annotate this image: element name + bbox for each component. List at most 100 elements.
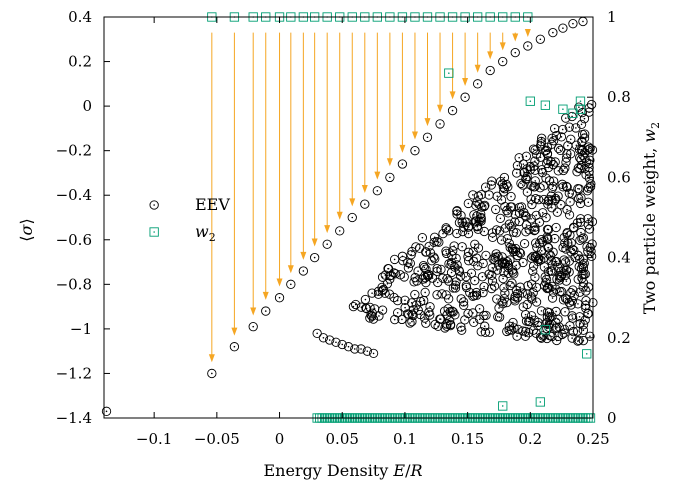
eev-point xyxy=(578,325,589,335)
eev-point-dot xyxy=(535,246,538,249)
eev-point-dot xyxy=(456,232,458,235)
eev-point xyxy=(577,234,587,244)
eev-point xyxy=(582,186,593,196)
eev-point-dot xyxy=(551,137,553,140)
eev-point-dot xyxy=(436,294,438,296)
eev-point xyxy=(348,301,359,312)
eev-point xyxy=(377,272,388,282)
eev-point xyxy=(530,176,540,186)
eev-point-dot xyxy=(419,300,422,303)
eev-point-dot xyxy=(491,280,494,282)
eev-point-dot xyxy=(451,109,454,112)
legend-label-eev: EEV xyxy=(195,195,230,214)
eev-point xyxy=(435,314,445,324)
eev-point xyxy=(484,269,494,279)
eev-point xyxy=(551,306,561,317)
x-tick-label: −0.05 xyxy=(194,430,240,448)
eev-point xyxy=(500,202,510,212)
eev-point xyxy=(261,306,271,316)
eev-point xyxy=(390,269,401,279)
eev-point-dot xyxy=(578,339,580,342)
eev-point-dot xyxy=(364,203,366,205)
eev-point-dot xyxy=(534,256,536,258)
eev-point-dot xyxy=(551,270,553,273)
arrow-head xyxy=(250,307,257,316)
eev-point-dot xyxy=(526,168,528,170)
eev-point xyxy=(546,266,556,276)
eev-point xyxy=(568,285,578,295)
eev-point xyxy=(367,311,377,322)
eev-point-dot xyxy=(587,187,590,189)
eev-point-dot xyxy=(565,185,568,188)
eev-point-dot xyxy=(582,273,585,276)
eev-point xyxy=(511,260,521,270)
eev-point-dot xyxy=(500,239,503,241)
eev-point xyxy=(403,257,413,268)
w2-point xyxy=(149,227,159,237)
eev-point-dot xyxy=(565,280,568,282)
eev-point-dot xyxy=(105,410,108,413)
eev-point xyxy=(149,200,159,210)
eev-point-dot xyxy=(559,276,561,279)
y2-axis-label: Two particle weight, w2 xyxy=(640,122,662,314)
eev-point xyxy=(502,326,512,337)
eev-point-dot xyxy=(372,352,375,355)
y2-tick-label: 0.6 xyxy=(607,168,631,186)
eev-point-dot xyxy=(499,217,502,220)
eev-point xyxy=(487,232,498,243)
eev-point xyxy=(410,289,420,300)
eev-point-dot xyxy=(461,245,463,248)
eev-point xyxy=(463,251,473,262)
eev-point xyxy=(477,272,488,282)
legend: EEV w2 xyxy=(149,195,230,244)
eev-point xyxy=(452,260,462,270)
eev-point xyxy=(548,247,558,257)
eev-point-dot xyxy=(541,335,544,337)
eev-point-dot xyxy=(576,222,579,224)
eev-point xyxy=(515,248,526,259)
eev-point-dot xyxy=(579,202,582,205)
eev-point xyxy=(397,251,408,261)
eev-point-dot xyxy=(540,168,543,171)
eev-point xyxy=(495,176,506,187)
eev-point-dot xyxy=(478,307,481,310)
eev-point-dot xyxy=(496,269,499,271)
eev-point-dot xyxy=(585,174,587,176)
eev-point-dot xyxy=(587,286,590,288)
eev-point xyxy=(309,252,320,263)
eev-point-dot xyxy=(497,255,499,258)
eev-point xyxy=(229,342,240,352)
eev-point-dot xyxy=(520,182,522,185)
eev-point-dot xyxy=(353,348,356,350)
eev-point-dot xyxy=(560,290,563,293)
eev-point xyxy=(452,228,462,239)
eev-point-dot xyxy=(472,260,475,263)
eev-point-dot xyxy=(501,60,504,63)
eev-point-dot xyxy=(543,266,546,268)
eev-point-dot xyxy=(414,149,416,152)
eev-point-dot xyxy=(411,320,413,323)
eev-point xyxy=(420,287,430,298)
eev-point xyxy=(568,19,578,29)
eev-point xyxy=(546,156,556,167)
eev-point-dot xyxy=(547,246,549,249)
eev-point xyxy=(583,145,593,155)
eev-point-dot xyxy=(578,106,580,108)
eev-point-dot xyxy=(518,251,521,254)
w2-point xyxy=(444,68,454,78)
w2-point xyxy=(525,96,535,106)
eev-point xyxy=(543,162,554,173)
eev-point xyxy=(523,41,533,51)
eev-point xyxy=(566,134,576,144)
eev-point-dot xyxy=(587,217,589,220)
eev-point-dot xyxy=(322,337,325,339)
eev-point-dot xyxy=(316,332,318,335)
eev-point xyxy=(474,304,485,314)
eev-point-dot xyxy=(584,273,587,275)
eev-point-dot xyxy=(428,245,430,248)
eev-point xyxy=(430,319,440,330)
eev-point-dot xyxy=(426,136,429,139)
arrow-head xyxy=(361,184,368,193)
eev-point-dot xyxy=(548,287,550,289)
